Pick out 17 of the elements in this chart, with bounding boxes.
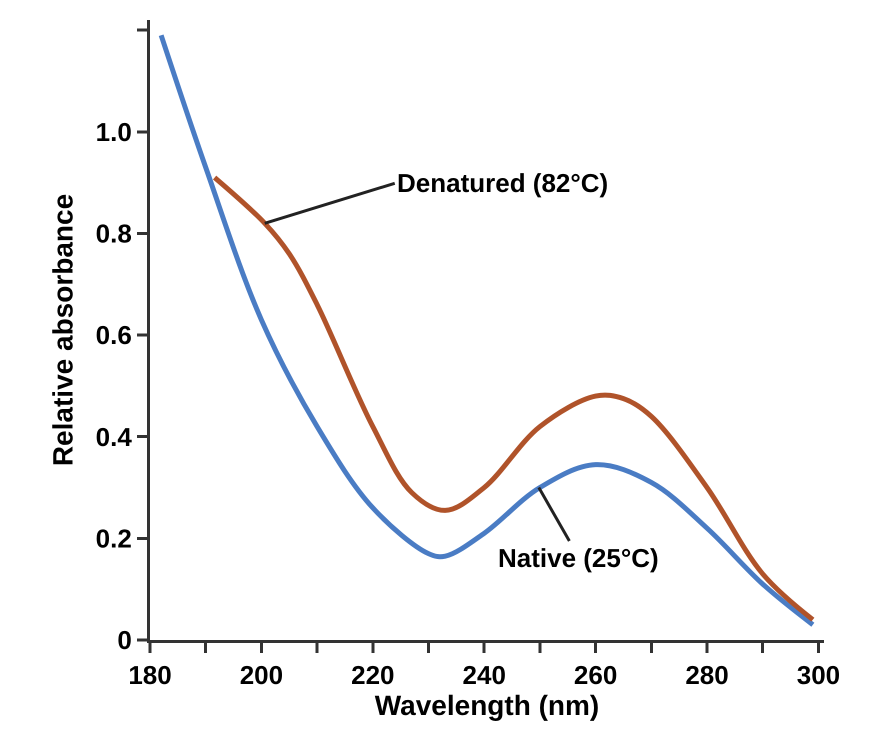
- y-tick-label: 0.4: [96, 422, 132, 452]
- x-tick-label: 220: [351, 660, 395, 690]
- x-tick-label: 180: [128, 660, 172, 690]
- y-tick-label: 0.6: [96, 320, 132, 350]
- y-tick-label: 1.0: [96, 116, 132, 147]
- y-tick-label: 0.2: [96, 523, 132, 554]
- y-axis-title: Relative absorbance: [47, 194, 78, 466]
- annotation: Denatured (82°C): [397, 168, 608, 198]
- x-axis-title: Wavelength (nm): [374, 690, 600, 722]
- y-tick-label: 0: [117, 625, 132, 656]
- x-tick-label: 260: [574, 660, 618, 690]
- x-tick-label: 200: [240, 660, 284, 690]
- x-tick-label: 280: [685, 660, 729, 690]
- x-tick-label: 300: [796, 660, 840, 690]
- y-tick-label: 0.8: [96, 218, 132, 249]
- annotation: Native (25°C): [498, 543, 659, 573]
- x-tick-label: 240: [462, 660, 506, 690]
